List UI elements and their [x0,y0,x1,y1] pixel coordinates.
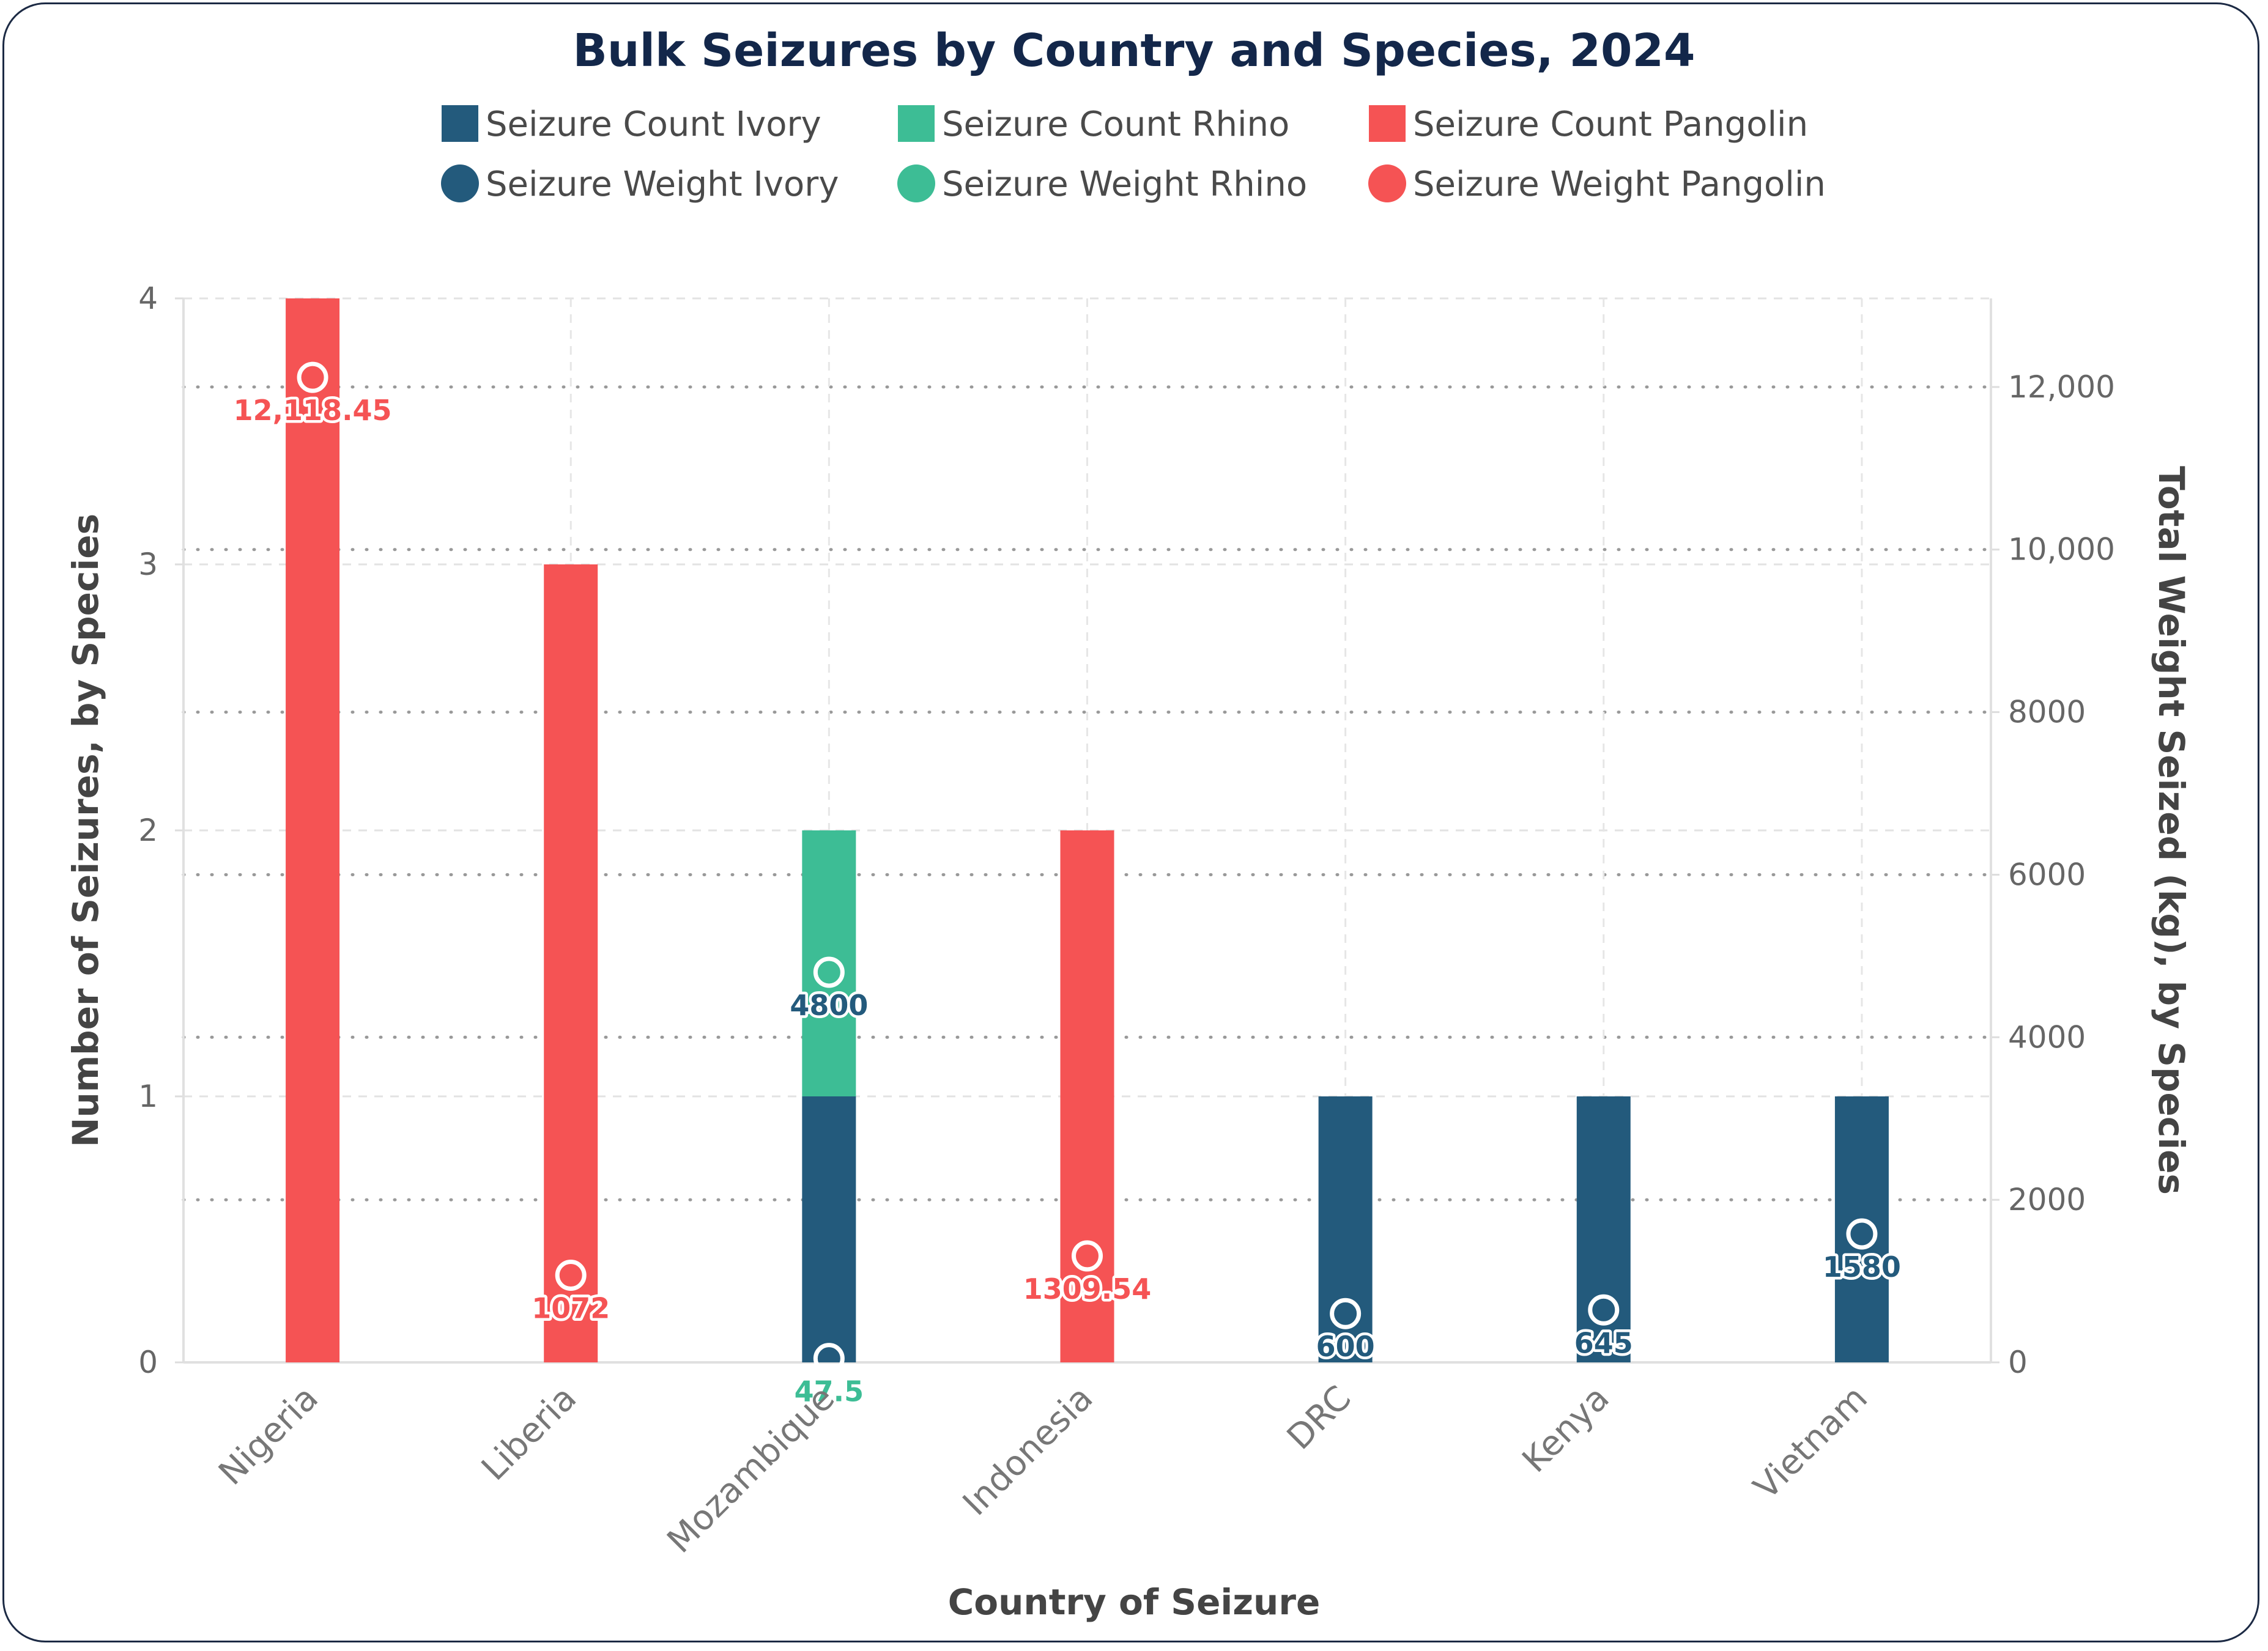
data-label-seizure-weight-rhino-mozambique: 47.5 [795,1375,864,1408]
legend-label-seizure-count-ivory: Seizure Count Ivory [486,105,821,144]
category-labels: Nigeria Liberia Mozambique Indonesia DRC Keny… [211,1378,1875,1561]
tick-label-right-0: 0 [2008,1345,2028,1380]
legend-label-seizure-count-pangolin: Seizure Count Pangolin [1413,105,1808,144]
chart-title: Bulk Seizures by Country and Species, 20… [573,24,1695,77]
bar-seizure-count-ivory-kenya [1576,1096,1631,1362]
bar-seizure-count-ivory-mozambique [802,1096,856,1362]
tick-label-right-4000: 4000 [2008,1019,2086,1055]
category-label-liberia: Liberia [474,1378,584,1488]
bar-seizure-count-pangolin-nigeria [286,298,340,1362]
legend-label-seizure-count-rhino: Seizure Count Rhino [942,105,1289,144]
data-label-seizure-weight-ivory-mozambique: 4800 [790,989,868,1022]
legend-swatch-seizure-count-rhino [898,105,935,142]
tick-label-left-0: 0 [138,1345,158,1380]
legend-swatch-seizure-count-pangolin [1369,105,1406,142]
tick-label-right-12-000: 12,000 [2008,369,2115,405]
bar-seizure-count-ivory-drc [1318,1096,1373,1362]
tick-label-right-8000: 8000 [2008,695,2086,730]
point-seizure-weight-pangolin-nigeria [297,361,328,393]
tick-label-left-3: 3 [138,547,158,582]
points: 4800 600 645 1580 47.5 12,118.45 1072 1309.54 [231,361,1903,1411]
tick-label-right-6000: 6000 [2008,857,2086,892]
data-label-seizure-weight-pangolin-indonesia: 1309.54 [1023,1272,1152,1306]
data-label-seizure-weight-ivory-vietnam: 1580 [1823,1250,1901,1283]
category-label-drc: DRC [1280,1378,1359,1458]
legend-swatch-seizure-weight-rhino [897,164,935,202]
legend-swatch-seizure-weight-ivory [441,164,479,202]
left-axis-ticks: 0 1 2 3 4 [138,281,158,1380]
y-axis-right-title: Total Weight Seized (kg), by Species [2151,466,2192,1195]
category-label-mozambique: Mozambique [660,1378,843,1561]
legend-label-seizure-weight-pangolin: Seizure Weight Pangolin [1413,164,1826,204]
bar-seizure-count-ivory-vietnam [1834,1096,1889,1362]
legend-swatch-seizure-weight-pangolin [1368,164,1406,202]
x-axis-title: Country of Seizure [948,1581,1321,1623]
point-seizure-weight-rhino-mozambique [813,1343,845,1375]
bar-seizure-count-pangolin-indonesia [1060,830,1114,1362]
bars [286,298,1889,1362]
data-label-seizure-weight-ivory-drc: 600 [1316,1330,1375,1363]
tick-label-left-2: 2 [138,813,158,848]
tick-label-right-2000: 2000 [2008,1182,2086,1217]
point-seizure-weight-pangolin-liberia [555,1260,587,1291]
tick-label-left-1: 1 [138,1079,158,1114]
point-seizure-weight-ivory-drc [1330,1298,1362,1329]
right-axis-ticks: 0 2000 4000 6000 8000 10,000 12,000 [2008,369,2115,1380]
y-axis-left-title: Number of Seizures, by Species [65,514,106,1147]
legend-label-seizure-weight-ivory: Seizure Weight Ivory [486,164,839,204]
legend-swatch-seizure-count-ivory [442,105,478,142]
tick-label-left-4: 4 [138,281,158,316]
point-seizure-weight-ivory-mozambique [813,956,845,988]
data-label-seizure-weight-pangolin-nigeria: 12,118.45 [234,394,392,427]
data-label-seizure-weight-pangolin-liberia: 1072 [532,1292,610,1325]
legend-label-seizure-weight-rhino: Seizure Weight Rhino [942,164,1307,204]
point-seizure-weight-ivory-kenya [1588,1294,1620,1326]
category-label-indonesia: Indonesia [955,1378,1100,1523]
bar-seizure-count-rhino-mozambique [802,830,856,1096]
data-label-seizure-weight-ivory-kenya: 645 [1574,1326,1633,1359]
bar-seizure-count-pangolin-liberia [544,564,598,1362]
category-label-vietnam: Vietnam [1746,1378,1875,1507]
point-seizure-weight-ivory-vietnam [1846,1218,1878,1250]
category-label-nigeria: Nigeria [211,1378,326,1493]
point-seizure-weight-pangolin-indonesia [1072,1240,1103,1272]
grid [182,297,1993,1362]
legend: Seizure Count Ivory Seizure Count Rhino Se… [441,105,1826,204]
category-label-kenya: Kenya [1515,1378,1617,1480]
tick-label-right-10-000: 10,000 [2008,532,2115,567]
